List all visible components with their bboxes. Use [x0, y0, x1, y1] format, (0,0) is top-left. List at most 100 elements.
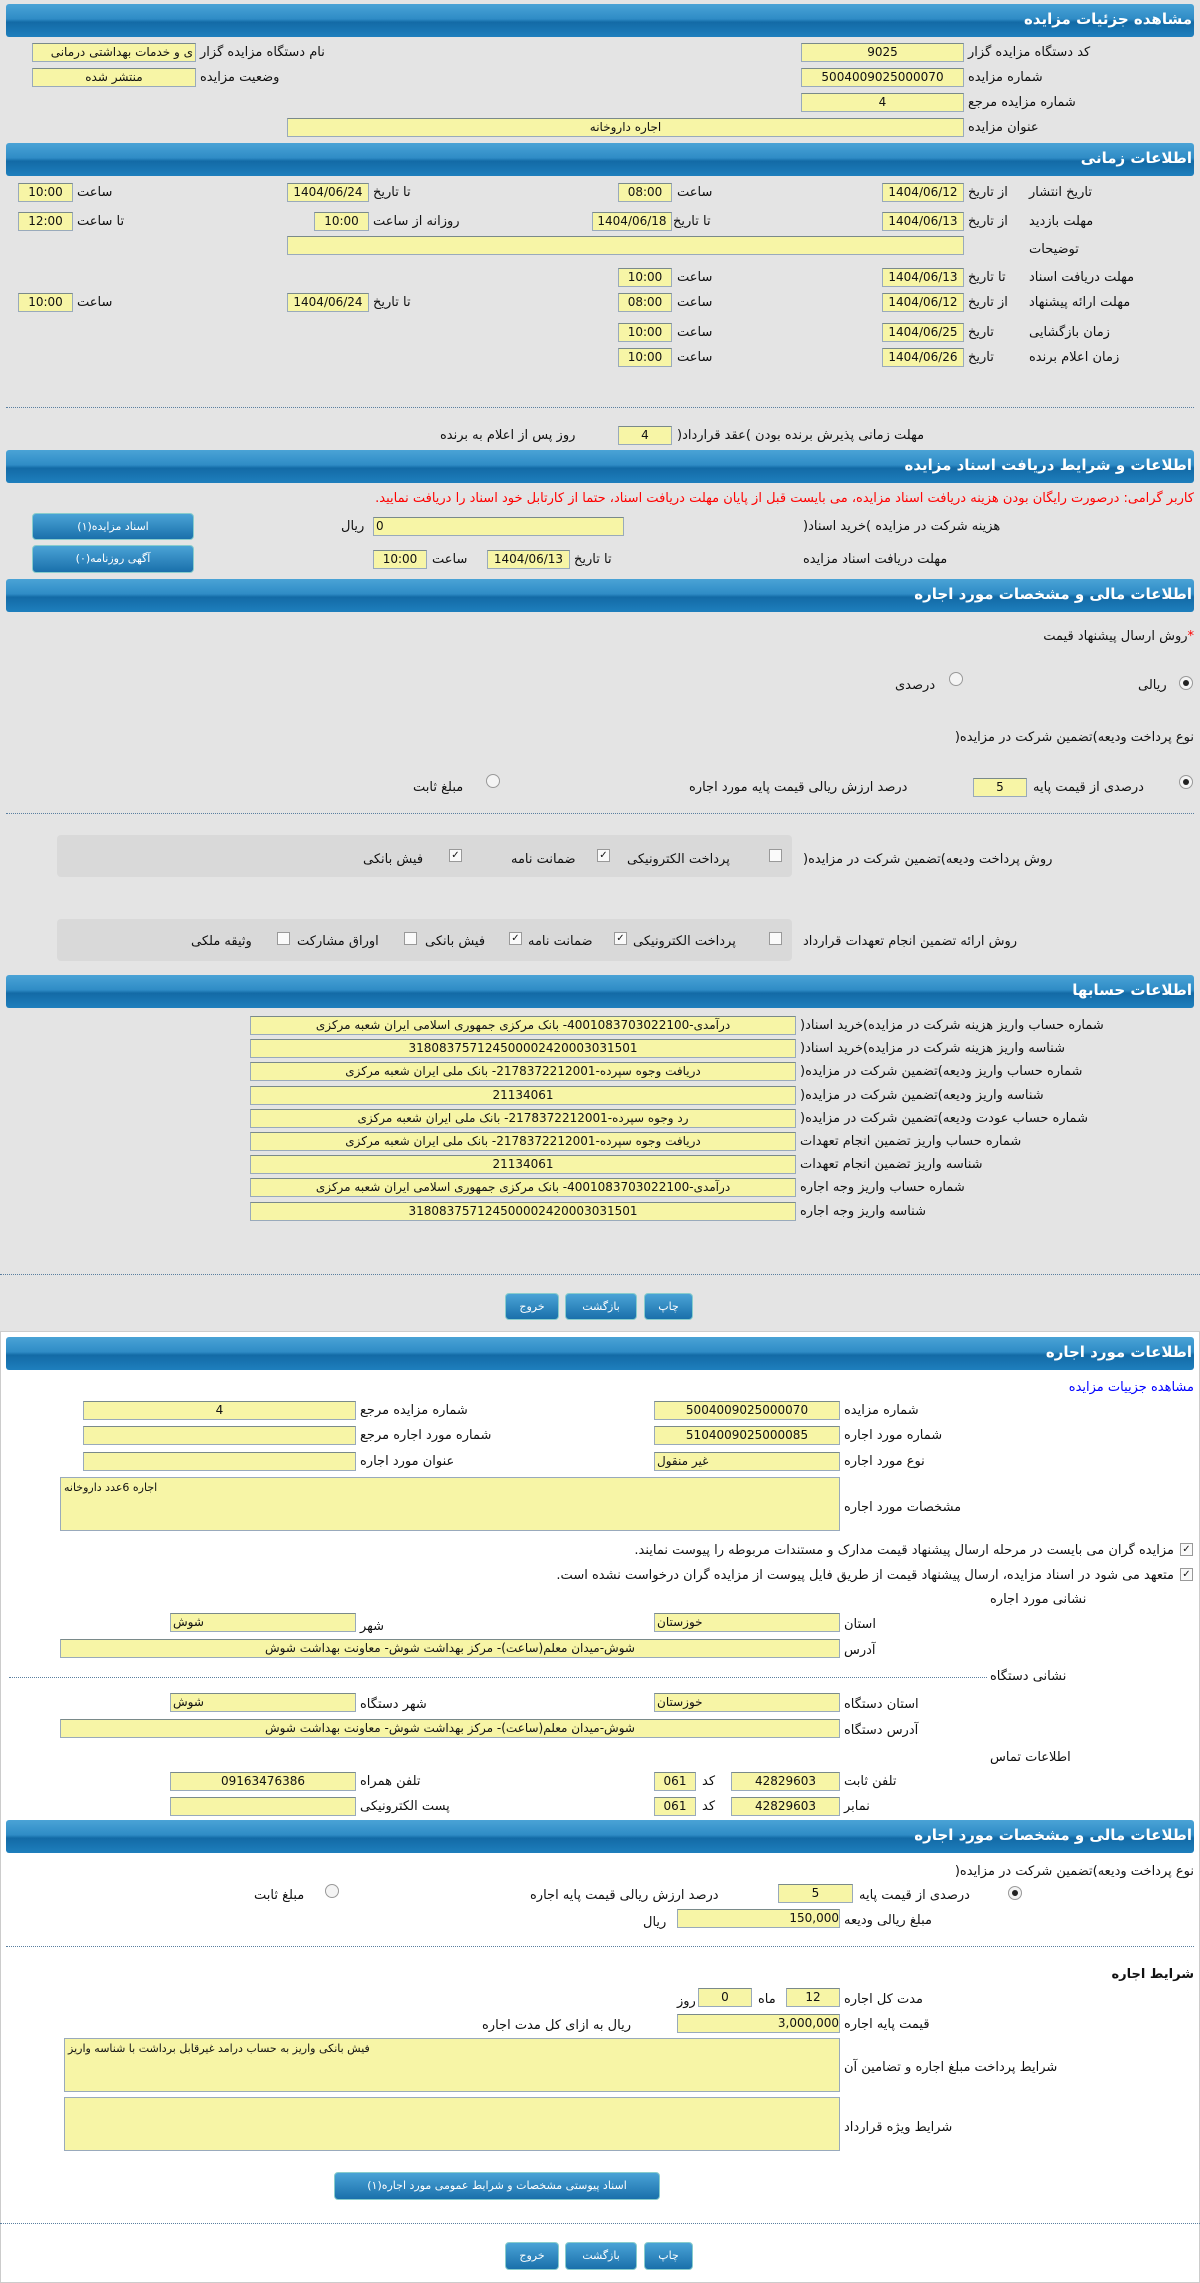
account-value: رد وجوه سپرده-2178372212001- بانک ملی ای… [250, 1109, 796, 1128]
deposit-type-label: نوع پرداخت ودیعه)تضمین شرکت در مزایده( [954, 730, 1194, 745]
radio-deposit-percent[interactable] [1179, 775, 1193, 789]
deposit-amount-field: 150,000 [677, 1909, 840, 1928]
exit-button[interactable]: خروج [505, 1293, 559, 1320]
account-label: شناسه واریز تضمین انجام تعهدات [800, 1157, 983, 1172]
guarantee-electronic-label: پرداخت الکترونیکی [633, 934, 736, 949]
radio-deposit-fixed[interactable] [486, 774, 500, 788]
lease-terms-title: شرایط اجاره [1111, 1967, 1194, 1982]
notes-label: توضیحات [1029, 242, 1079, 257]
base-price-label: قیمت پایه اجاره [844, 2017, 930, 2032]
checkbox-deposit-electronic[interactable] [769, 849, 782, 862]
docs-to-label: تا تاریخ [968, 270, 1006, 285]
special-terms-textarea [64, 2097, 840, 2151]
fax-code-label: کد [702, 1799, 716, 1814]
lease-auction-number: 5004009025000070 [654, 1401, 840, 1420]
account-label: شناسه واریز وجه اجاره [800, 1204, 926, 1219]
account-value: درآمدی-4001083703022100- بانک مرکزی جمهو… [250, 1016, 796, 1035]
days-field: 0 [698, 1988, 752, 2007]
auction-details-link[interactable]: مشاهده جزییات مزایده [1068, 1380, 1194, 1395]
auction-title-label: عنوان مزایده [968, 120, 1039, 135]
warning-message: کاربر گرامی: درصورت رایگان بودن هزینه در… [375, 491, 1194, 506]
lease-item-ref-label: شماره مورد اجاره مرجع [360, 1428, 492, 1443]
lease-ref-number-label: شماره مزایده مرجع [360, 1403, 468, 1418]
auction-docs-button[interactable]: اسناد مزایده(۱) [32, 513, 194, 540]
address-field: شوش-میدان معلم(ساعت)- مرکز بهداشت شوش- م… [60, 1639, 840, 1658]
checkbox-guarantee-bank-receipt[interactable]: ✓ [509, 932, 522, 945]
print-button[interactable]: چاپ [644, 2242, 693, 2270]
deposit-percent-field: 5 [973, 778, 1027, 797]
section-header-accounts: اطلاعات حسابها [6, 975, 1194, 1008]
checkbox-guarantee-letter[interactable]: ✓ [614, 932, 627, 945]
opening-time-label: ساعت [677, 325, 713, 340]
checkbox-guarantee-electronic[interactable] [769, 932, 782, 945]
back-button[interactable]: بازگشت [565, 1293, 637, 1320]
publish-label: تاریخ انتشار [1029, 185, 1092, 200]
lease-item-title-label: عنوان مورد اجاره [360, 1454, 455, 1469]
checkbox-deposit-guarantee[interactable]: ✓ [597, 849, 610, 862]
deposit-percent-suffix: درصد ارزش ریالی قیمت پایه مورد اجاره [689, 780, 908, 795]
newspaper-ad-button[interactable]: آگهی روزنامه(۰) [32, 545, 194, 573]
ref-number-field: 4 [801, 93, 964, 112]
city-label: شهر [360, 1619, 385, 1634]
contact-title: اطلاعات تماس [990, 1750, 1071, 1765]
visit-daily-label: روزانه از ساعت [373, 214, 460, 229]
radio-lease-percent[interactable] [1008, 1886, 1022, 1900]
publish-to-date: 1404/06/24 [287, 183, 369, 202]
org-province-field: خوزستان [654, 1693, 840, 1712]
payment-terms-label: شرایط پرداخت مبلغ اجاره و تضامین آن [844, 2060, 1058, 2075]
checkbox-no-attachment[interactable]: ✓ [1180, 1568, 1193, 1581]
docs-deadline-to-label: تا تاریخ [574, 552, 612, 567]
deposit-amount-label: مبلغ ریالی ودیعه [844, 1913, 932, 1928]
radio-percent-label: درصدی [895, 678, 936, 693]
auction-number-label: شماره مزایده [968, 70, 1043, 85]
deposit-guarantee-label: ضمانت نامه [511, 852, 576, 867]
divider [9, 1677, 987, 1678]
visit-daily-to: 12:00 [18, 212, 73, 231]
divider [0, 1274, 1200, 1275]
back-button[interactable]: بازگشت [565, 2242, 637, 2270]
phone-code-field: 061 [654, 1772, 696, 1791]
account-value: درآمدی-4001083703022100- بانک مرکزی جمهو… [250, 1178, 796, 1197]
radio-percent[interactable] [949, 672, 963, 686]
publish-from-time: 08:00 [618, 183, 672, 202]
guarantee-method-label: روش ارائه تضمین انجام تعهدات قرارداد [803, 934, 1018, 949]
phone-field: 42829603 [731, 1772, 840, 1791]
required-mark: * [1187, 629, 1195, 644]
org-name-label: نام دستگاه مزایده گزار [200, 45, 325, 60]
section-header-lease-item: اطلاعات مورد اجاره [6, 1337, 1194, 1370]
base-price-field: 3,000,000 [677, 2014, 840, 2033]
publish-to-label: تا تاریخ [373, 185, 411, 200]
exit-button[interactable]: خروج [505, 2242, 559, 2270]
months-field: 12 [786, 1988, 840, 2007]
ref-number-label: شماره مزایده مرجع [968, 95, 1076, 110]
divider [6, 813, 1194, 814]
divider [6, 407, 1194, 408]
account-label: شماره حساب واریز ودیعه)تضمین شرکت در مزا… [800, 1064, 1083, 1079]
org-address-label: آدرس دستگاه [844, 1723, 919, 1738]
fax-label: نمابر [844, 1799, 870, 1814]
winner-date: 1404/06/26 [882, 348, 964, 367]
docs-deadline-time: 10:00 [373, 550, 427, 569]
deposit-percent-label: درصدی از قیمت پایه [1033, 780, 1144, 795]
checkbox-guarantee-property[interactable] [277, 932, 290, 945]
attached-docs-button[interactable]: اسناد پیوستی مشخصات و شرایط عمومی مورد ا… [334, 2172, 660, 2200]
print-button[interactable]: چاپ [644, 1293, 693, 1320]
radio-rial[interactable] [1179, 676, 1193, 690]
acceptance-label: مهلت زمانی پذیرش برنده بودن )عقد قرارداد… [677, 428, 925, 443]
account-value: 21134061 [250, 1155, 796, 1174]
offer-time-label: ساعت [677, 295, 713, 310]
doc-cost-field: 0 [373, 517, 624, 536]
phone-label: تلفن ثابت [844, 1774, 897, 1789]
winner-label: زمان اعلام برنده [1029, 350, 1120, 365]
guarantee-property-label: وثیقه ملکی [191, 934, 252, 949]
checkbox-guarantee-bonds[interactable] [404, 932, 417, 945]
lease-percent-suffix: درصد ارزش ریالی قیمت پایه اجاره [530, 1888, 719, 1903]
checkbox-attach-docs[interactable]: ✓ [1180, 1543, 1193, 1556]
account-label: شماره حساب واریز تضمین انجام تعهدات [800, 1134, 1022, 1149]
publish-to-time: 10:00 [18, 183, 73, 202]
account-label: شماره حساب واریز هزینه شرکت در مزایده)خر… [800, 1018, 1104, 1033]
winner-date-label: تاریخ [968, 350, 994, 365]
checkbox-deposit-bank-receipt[interactable]: ✓ [449, 849, 462, 862]
radio-lease-fixed[interactable] [325, 1884, 339, 1898]
docs-deadline-date: 1404/06/13 [487, 550, 570, 569]
